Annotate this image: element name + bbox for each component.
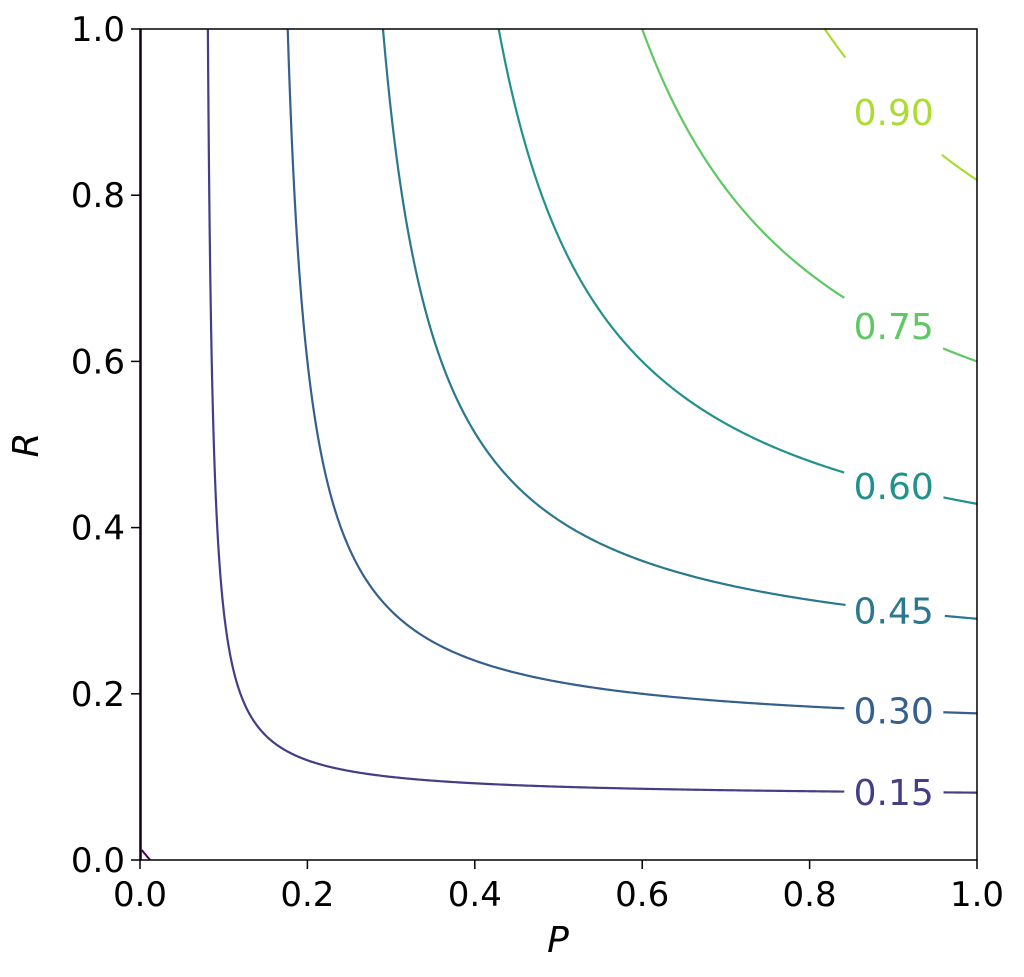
contour-corner-segment bbox=[140, 849, 151, 861]
y-tick-label: 0.4 bbox=[71, 509, 125, 549]
contour-line-0.90-tail bbox=[941, 153, 978, 182]
contour-lines bbox=[139, 27, 978, 861]
y-axis-ticks: 0.0 0.2 0.4 0.6 0.8 1.0 bbox=[71, 10, 140, 881]
contour-line-0.45 bbox=[381, 28, 846, 607]
x-tick-label: 0.6 bbox=[615, 875, 669, 915]
contour-line-0.30-tail bbox=[943, 711, 978, 715]
contour-label-0.45: 0.45 bbox=[854, 592, 934, 633]
y-tick-label: 1.0 bbox=[71, 10, 125, 50]
contour-line-0.30 bbox=[286, 29, 845, 710]
x-tick-label: 0.4 bbox=[448, 875, 502, 915]
contour-line-0.60-tail bbox=[943, 496, 978, 505]
x-tick-label: 1.0 bbox=[950, 875, 1004, 915]
y-tick-label: 0.6 bbox=[71, 342, 125, 382]
contour-label-0.30: 0.30 bbox=[854, 691, 934, 732]
contour-line-0.75-tail bbox=[942, 347, 978, 363]
plot-frame bbox=[139, 28, 978, 861]
contour-label-0.90: 0.90 bbox=[854, 93, 934, 134]
x-tick-label: 0.0 bbox=[113, 875, 167, 915]
x-axis-ticks: 0.0 0.2 0.4 0.6 0.8 1.0 bbox=[113, 860, 1004, 915]
x-axis-label: P bbox=[547, 920, 569, 961]
contour-line-0.15 bbox=[206, 29, 845, 793]
y-tick-label: 0.8 bbox=[71, 176, 125, 216]
x-tick-label: 0.8 bbox=[783, 875, 837, 915]
contour-label-group: 0.15 0.30 0.45 0.60 0.75 0.90 bbox=[854, 93, 934, 814]
contour-label-0.15: 0.15 bbox=[854, 773, 934, 814]
x-tick-label: 0.2 bbox=[280, 875, 334, 915]
contour-line-0.75 bbox=[641, 28, 845, 299]
contour-line-0.60 bbox=[497, 28, 845, 474]
y-tick-label: 0.2 bbox=[71, 675, 125, 715]
y-axis-label: R bbox=[6, 432, 47, 457]
contour-label-0.60: 0.60 bbox=[854, 467, 934, 508]
contour-line-0.90 bbox=[823, 27, 847, 59]
contour-line-0.45-tail bbox=[944, 614, 978, 620]
y-tick-label: 0.0 bbox=[71, 841, 125, 881]
contour-label-0.75: 0.75 bbox=[854, 307, 934, 348]
